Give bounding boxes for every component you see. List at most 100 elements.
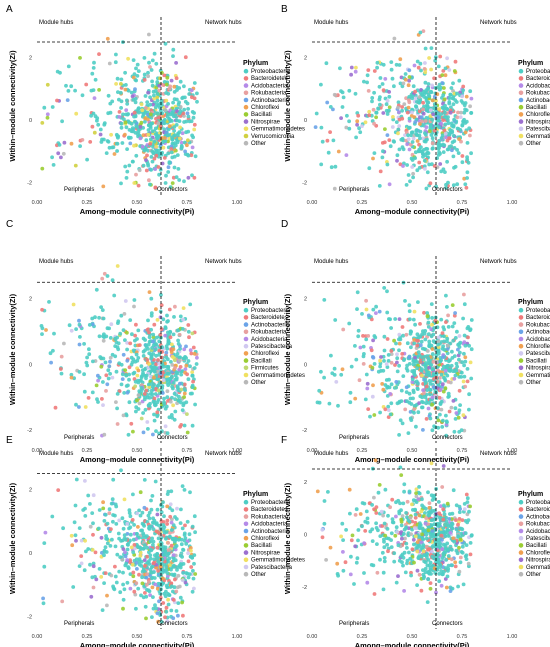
data-point (403, 72, 408, 76)
data-point (166, 127, 171, 132)
data-point (454, 518, 458, 522)
legend-entry: Acidobacteria (251, 83, 288, 89)
data-point (417, 513, 422, 518)
data-point (402, 357, 407, 361)
data-point (465, 496, 470, 501)
data-point (449, 86, 454, 90)
data-point (418, 343, 423, 348)
data-point (354, 560, 359, 565)
data-point (425, 388, 430, 392)
data-point (322, 521, 327, 526)
y-tick-label: -2 (302, 181, 307, 187)
data-point (360, 524, 364, 529)
data-point (344, 528, 348, 532)
data-point (426, 151, 431, 156)
data-point (377, 184, 382, 188)
data-point (410, 110, 414, 115)
legend-swatch (243, 68, 249, 74)
data-point (444, 585, 449, 590)
data-point (412, 370, 416, 374)
data-point (161, 528, 166, 532)
data-point (115, 76, 120, 81)
x-tick-label: 0.25 (357, 634, 368, 640)
data-point (441, 167, 446, 172)
data-point (83, 538, 87, 543)
legend-swatch (518, 90, 524, 96)
legend-swatch (518, 307, 524, 313)
data-point (190, 423, 195, 428)
x-tick-label: 0.00 (32, 448, 43, 454)
data-point (127, 511, 132, 515)
data-point (165, 319, 170, 324)
data-point (154, 522, 159, 527)
data-point (443, 170, 447, 175)
data-point (353, 69, 358, 74)
data-point (405, 142, 410, 147)
data-point (419, 339, 424, 344)
data-point (456, 110, 460, 115)
data-point (164, 82, 169, 87)
data-point (101, 338, 106, 343)
data-point (414, 132, 419, 136)
data-point (90, 548, 95, 552)
data-point (150, 392, 155, 397)
data-point (113, 354, 118, 359)
data-point (465, 379, 470, 384)
data-point (420, 536, 425, 541)
legend-swatch (243, 90, 249, 96)
data-point (417, 353, 422, 358)
data-point (341, 327, 346, 332)
legend: PhylumProteobacteriaBacteroidetesRokubac… (243, 491, 305, 578)
data-point (193, 154, 198, 159)
data-point (145, 554, 150, 559)
data-point (327, 401, 332, 406)
data-point (115, 264, 120, 268)
quadrant-label-connectors: Connectors (432, 621, 463, 627)
panel-letter: C (6, 219, 13, 230)
data-point (405, 110, 410, 115)
data-point (116, 319, 121, 324)
quadrant-label-module-hubs: Module hubs (39, 259, 73, 265)
data-point (187, 119, 192, 124)
data-point (413, 322, 417, 327)
data-point (125, 341, 129, 345)
data-point (190, 370, 195, 374)
data-point (101, 184, 106, 189)
data-point (437, 572, 442, 576)
data-point (319, 369, 323, 374)
data-point (456, 584, 460, 589)
legend-entry: Rokubacteria (251, 514, 287, 520)
data-point (60, 119, 64, 124)
data-point (433, 318, 438, 323)
quadrant-label-network-hubs: Network hubs (205, 20, 242, 26)
data-point (454, 367, 459, 372)
data-point (178, 136, 182, 141)
data-point (365, 80, 369, 85)
data-point (185, 430, 190, 435)
data-point (171, 54, 175, 58)
data-point (79, 561, 84, 566)
data-point (386, 415, 391, 419)
data-point (174, 589, 179, 594)
data-point (344, 153, 349, 158)
data-point (189, 548, 193, 553)
data-point (420, 355, 424, 360)
legend-entry: Chloroflexi (251, 105, 279, 111)
data-point (165, 346, 170, 351)
data-point (147, 527, 152, 531)
data-point (86, 396, 91, 400)
data-point (180, 327, 185, 331)
data-point (457, 137, 461, 142)
quadrant-label-module-hubs: Module hubs (314, 20, 348, 26)
data-point (455, 115, 460, 120)
data-point (450, 563, 454, 568)
y-tick-label: 2 (304, 480, 307, 486)
data-point (182, 347, 187, 352)
legend-entry: Nitrospirae (526, 366, 550, 372)
data-point (376, 107, 381, 111)
data-point (72, 520, 77, 525)
data-point (56, 488, 61, 492)
data-point (154, 144, 159, 149)
